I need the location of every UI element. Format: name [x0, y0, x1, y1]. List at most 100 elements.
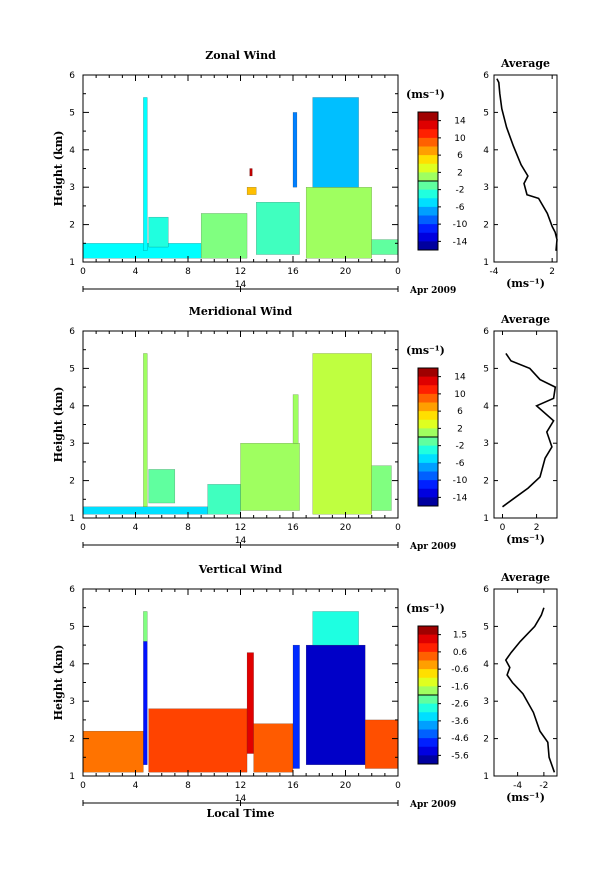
y-tick-label: 6 — [69, 585, 75, 595]
colorbar-tick-label: 6 — [457, 407, 463, 417]
colorbar-tick-label: 2 — [457, 168, 463, 178]
chart-title: Meridional Wind — [189, 305, 293, 318]
colorbar-band — [418, 445, 438, 455]
colorbar-band — [418, 738, 438, 748]
colorbar-band — [418, 419, 438, 429]
profile-y-tick-label: 3 — [483, 183, 489, 193]
profile-y-tick-label: 6 — [483, 71, 489, 81]
y-tick-label: 5 — [69, 622, 75, 632]
colorbar-band — [418, 181, 438, 191]
y-tick-label: 2 — [69, 477, 75, 487]
colorbar-band — [418, 651, 438, 661]
colorbar-band — [418, 189, 438, 199]
colorbar-tick-label: 2 — [457, 424, 463, 434]
heatmap-cell — [143, 97, 148, 251]
colorbar-band — [418, 712, 438, 722]
profile-y-tick-label: 4 — [483, 402, 489, 412]
colorbar-band — [418, 198, 438, 208]
profile-x-tick-label: 2 — [534, 523, 540, 533]
colorbar-band — [418, 695, 438, 705]
y-tick-label: 5 — [69, 108, 75, 118]
colorbar-band — [418, 155, 438, 165]
colorbar-band — [418, 137, 438, 147]
heatmap-cell — [148, 708, 248, 773]
profile-title: Average — [500, 571, 550, 584]
colorbar-tick-label: -2 — [456, 442, 465, 452]
x-tick-label: 4 — [133, 523, 139, 533]
profile-line — [504, 607, 556, 773]
heatmap-cell — [246, 187, 257, 195]
colorbar-tick-label: 14 — [454, 117, 466, 127]
profile-x-label: (ms⁻¹) — [506, 533, 545, 546]
colorbar-tick-label: 6 — [457, 151, 463, 161]
x-tick-label: 0 — [395, 523, 401, 533]
colorbar-band — [418, 703, 438, 713]
y-tick-label: 4 — [69, 402, 75, 412]
heatmap-cell — [82, 730, 144, 773]
y-tick-label: 1 — [69, 772, 75, 782]
colorbar-tick-label: -10 — [453, 220, 468, 230]
profile-y-tick-label: 1 — [483, 514, 489, 524]
colorbar-band — [418, 643, 438, 653]
colorbar-unit: (ms⁻¹) — [406, 602, 445, 615]
profile-title: Average — [500, 57, 550, 70]
profile-x-tick-label: 0 — [500, 523, 506, 533]
colorbar-band — [418, 385, 438, 395]
profile-y-tick-label: 4 — [483, 660, 489, 670]
colorbar-band — [418, 488, 438, 498]
y-tick-label: 3 — [69, 697, 75, 707]
y-tick-label: 1 — [69, 514, 75, 524]
colorbar-tick-label: -14 — [453, 237, 468, 247]
x-tick-label: 16 — [287, 523, 299, 533]
heatmap-cell — [292, 644, 300, 769]
heatmap-cell — [253, 723, 294, 773]
profile-line — [502, 352, 557, 508]
chart-title: Vertical Wind — [198, 563, 283, 576]
profile-title: Average — [500, 313, 550, 326]
colorbar-band — [418, 376, 438, 386]
y-tick-label: 6 — [69, 327, 75, 337]
heatmap-cell — [246, 652, 254, 754]
chart-title: Zonal Wind — [205, 49, 276, 62]
colorbar-band — [418, 686, 438, 696]
profile-y-tick-label: 5 — [483, 622, 489, 632]
date-tick-label: 14 — [235, 794, 247, 804]
date-tick-label: 14 — [235, 536, 247, 546]
y-tick-label: 4 — [69, 146, 75, 156]
heatmap-cell — [143, 641, 148, 765]
colorbar-tick-label: -10 — [453, 476, 468, 486]
colorbar-tick-label: -3.6 — [451, 717, 469, 727]
profile-x-tick-label: -2 — [539, 781, 548, 791]
colorbar-band — [418, 462, 438, 472]
profile-x-label: (ms⁻¹) — [506, 791, 545, 804]
colorbar-band — [418, 497, 438, 507]
profile-x-tick-label: -4 — [490, 267, 499, 277]
colorbar-tick-label: -2.6 — [451, 700, 469, 710]
heatmap-cell — [207, 484, 241, 515]
x-tick-label: 4 — [133, 267, 139, 277]
heatmap-cell — [312, 611, 359, 646]
x-tick-label: 8 — [185, 781, 191, 791]
colorbar-tick-label: 10 — [454, 390, 466, 400]
x-tick-label: 0 — [80, 781, 86, 791]
colorbar-band — [418, 206, 438, 216]
colorbar-tick-label: -1.6 — [451, 682, 469, 692]
heatmap-cell — [143, 611, 148, 642]
profile-y-tick-label: 1 — [483, 258, 489, 268]
colorbar-band — [418, 215, 438, 225]
x-tick-label: 20 — [340, 523, 352, 533]
x-tick-label: 16 — [287, 781, 299, 791]
colorbar-unit: (ms⁻¹) — [406, 88, 445, 101]
heatmap-cell — [143, 353, 148, 507]
y-tick-label: 3 — [69, 439, 75, 449]
colorbar-tick-label: -4.6 — [451, 734, 469, 744]
y-axis-label: Height (km) — [52, 131, 65, 207]
heatmap-cell — [292, 394, 299, 444]
colorbar-band — [418, 241, 438, 251]
y-axis-label: Height (km) — [52, 645, 65, 721]
heatmap-cell — [148, 469, 176, 504]
colorbar-band — [418, 428, 438, 438]
